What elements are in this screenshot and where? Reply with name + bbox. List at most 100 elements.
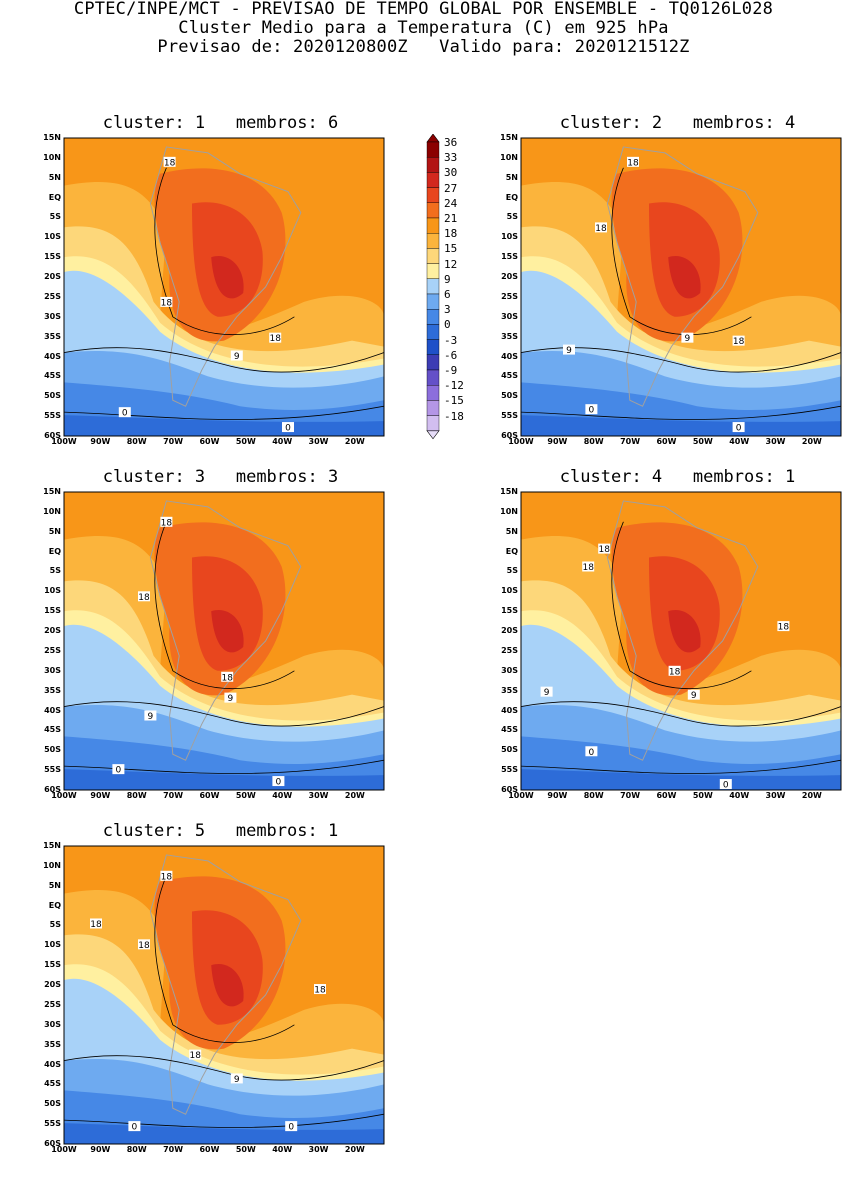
contour-label: 18 — [138, 593, 150, 603]
lat-tick-label: 35S — [501, 331, 518, 341]
lat-tick-label: 45S — [501, 371, 518, 381]
contour-label: 18 — [161, 872, 173, 882]
lon-tick-label: 60W — [656, 437, 677, 446]
contour-label: 18 — [582, 563, 594, 573]
lat-tick-label: 5S — [506, 212, 518, 222]
lat-tick-label: 55S — [44, 765, 61, 775]
lon-tick-label: 90W — [90, 1145, 111, 1154]
contour-label: 9 — [691, 691, 697, 701]
lon-tick-label: 40W — [272, 437, 293, 446]
contour-label-bg — [719, 779, 732, 790]
colorbar-swatch — [426, 339, 440, 356]
lat-tick-label: 25S — [501, 645, 518, 655]
lat-tick-label: 10S — [44, 586, 61, 596]
contour-label: 18 — [778, 623, 790, 633]
lat-tick-label: 10S — [44, 940, 61, 950]
contour-label-bg — [128, 1121, 141, 1132]
lat-tick-label: 5N — [505, 172, 518, 182]
colorbar-label: 3 — [444, 303, 451, 317]
colorbar-label: 9 — [444, 272, 451, 286]
contour-label-bg — [230, 1073, 243, 1084]
lat-tick-label: 30S — [501, 665, 518, 675]
panel-title: cluster: 3 membros: 3 — [102, 467, 339, 487]
lon-tick-label: 70W — [163, 1145, 184, 1154]
contour-label: 18 — [598, 545, 610, 555]
contour-label: 0 — [285, 424, 291, 434]
lon-tick-label: 80W — [583, 437, 604, 446]
lon-tick-label: 70W — [163, 437, 184, 446]
lat-tick-label: 55S — [44, 411, 61, 421]
lat-tick-label: 5S — [49, 212, 61, 222]
contour-label-bg — [563, 344, 575, 355]
colorbar-swatch — [426, 278, 440, 295]
contour-label-bg — [160, 516, 173, 527]
contour-label: 18 — [733, 337, 745, 347]
colorbar-label: -9 — [444, 364, 458, 377]
colorbar-swatch — [426, 415, 440, 432]
header-title: CPTEC/INPE/MCT - PREVISAO DE TEMPO GLOBA… — [73, 0, 774, 19]
lon-tick-label: 80W — [126, 437, 147, 446]
contour-label-bg — [138, 591, 150, 602]
lat-tick-label: 10N — [500, 152, 518, 162]
contour-label-bg — [582, 561, 595, 572]
lon-tick-label: 30W — [765, 791, 786, 800]
contour-label: 18 — [138, 941, 150, 951]
lat-tick-label: 40S — [44, 351, 61, 361]
contour-label-bg — [585, 404, 598, 415]
lon-tick-label: 50W — [692, 437, 713, 446]
lat-tick-label: 35S — [501, 685, 518, 695]
lat-tick-label: 5N — [48, 880, 61, 890]
lat-tick-label: 25S — [501, 291, 518, 301]
lon-tick-label: 100W — [508, 437, 534, 446]
contour-label-bg — [160, 870, 173, 881]
lon-tick-label: 80W — [126, 1145, 147, 1154]
lat-tick-label: 35S — [44, 331, 61, 341]
colorbar-label: 0 — [444, 318, 451, 332]
contour-label-bg — [732, 422, 745, 433]
lat-tick-label: EQ — [505, 546, 518, 556]
temperature-colorbar: 36 33 30 27 24 21 18 15 12 9 6 3 0 -3 -6 -9 -12 -15 -18 — [424, 133, 479, 444]
lat-tick-label: 50S — [44, 1099, 61, 1109]
lat-tick-label: 20S — [44, 626, 61, 636]
contour-label-bg — [138, 939, 150, 950]
lat-tick-label: 15S — [501, 252, 518, 262]
lat-tick-label: 60S — [501, 431, 518, 440]
lat-tick-label: 10S — [44, 232, 61, 242]
lon-tick-label: 60W — [199, 791, 220, 800]
contour-label-bg — [598, 543, 611, 554]
contour-label: 9 — [234, 352, 240, 362]
lon-tick-label: 90W — [90, 437, 111, 446]
lat-tick-label: 30S — [44, 1019, 61, 1029]
lon-tick-label: 20W — [801, 791, 822, 800]
contour-label: 18 — [189, 1051, 201, 1061]
contour-label-bg — [595, 222, 607, 233]
contour-label: 9 — [228, 694, 234, 704]
contour-label-bg — [282, 422, 294, 433]
colorbar-swatch — [426, 369, 440, 386]
colorbar-label: 27 — [444, 181, 458, 195]
contour-label: 0 — [116, 766, 122, 776]
lat-tick-label: 30S — [501, 311, 518, 321]
lon-tick-label: 70W — [620, 791, 641, 800]
colorbar-swatch — [426, 400, 440, 416]
colorbar-swatch — [426, 157, 440, 173]
lat-tick-label: 55S — [501, 411, 518, 421]
contour-label: 18 — [314, 986, 326, 996]
lat-tick-label: 10S — [501, 232, 518, 242]
colorbar-swatch — [426, 248, 440, 264]
lon-tick-label: 30W — [765, 437, 786, 446]
lon-tick-label: 70W — [620, 437, 641, 446]
contour-label: 18 — [627, 158, 639, 168]
lon-tick-label: 100W — [51, 1145, 77, 1154]
contour-label: 0 — [589, 748, 595, 758]
contour-label-bg — [144, 710, 157, 721]
colorbar-label: 36 — [444, 136, 458, 149]
contour-label: 9 — [685, 334, 691, 344]
contour-label: 18 — [161, 518, 173, 528]
lon-tick-label: 50W — [235, 791, 256, 800]
lon-tick-label: 100W — [508, 791, 534, 800]
lon-tick-label: 70W — [163, 791, 184, 800]
lat-tick-label: 15S — [44, 606, 61, 616]
colorbar-swatch — [426, 187, 440, 203]
colorbar-swatch — [426, 202, 440, 219]
